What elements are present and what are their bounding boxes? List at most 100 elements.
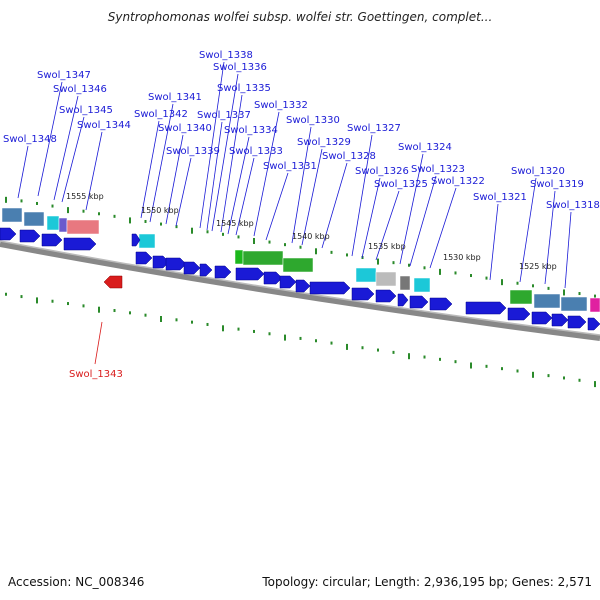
scale-tick (5, 292, 7, 296)
label-leader-line (85, 131, 103, 211)
gene-label[interactable]: Swol_1342 (134, 109, 188, 120)
scale-tick (206, 230, 209, 234)
gene-label[interactable]: Swol_1327 (347, 123, 401, 134)
forward-gene[interactable] (507, 307, 531, 321)
feature-block[interactable] (509, 289, 533, 305)
forward-gene[interactable] (397, 293, 409, 307)
forward-gene[interactable] (429, 297, 453, 311)
gene-label[interactable]: Swol_1319 (530, 179, 584, 190)
gene-label[interactable]: Swol_1329 (297, 137, 351, 148)
feature-block[interactable] (355, 267, 377, 283)
label-leader-line (519, 177, 537, 283)
gene-label[interactable]: Swol_1336 (213, 62, 267, 73)
scale-label: 1545 kbp (216, 219, 254, 228)
gene-label[interactable]: Swol_1341 (148, 92, 202, 103)
forward-gene[interactable] (183, 261, 201, 275)
forward-gene[interactable] (531, 311, 553, 325)
gene-label[interactable]: Swol_1339 (166, 146, 220, 157)
gene-label[interactable]: Swol_1333 (229, 146, 283, 157)
gene-label[interactable]: Swol_1330 (286, 115, 340, 126)
forward-gene[interactable] (63, 237, 97, 251)
forward-gene[interactable] (295, 279, 311, 293)
gene-label[interactable]: Swol_1324 (398, 142, 452, 153)
forward-gene[interactable] (0, 227, 17, 241)
scale-tick (51, 204, 54, 208)
gene-label-reverse[interactable]: Swol_1343 (69, 369, 123, 380)
scale-tick (82, 209, 85, 213)
feature-block[interactable] (23, 211, 45, 227)
feature-block[interactable] (533, 293, 561, 309)
forward-gene[interactable] (199, 263, 213, 277)
label-leader-line (321, 162, 348, 249)
feature-block[interactable] (1, 207, 23, 223)
gene-label[interactable]: Swol_1345 (59, 105, 113, 116)
forward-gene[interactable] (214, 265, 232, 279)
scale-labels: 1555 kbp 1550 kbp 1545 kbp 1540 kbp 1535 kbp… (66, 192, 557, 271)
gene-label[interactable]: Swol_1325 (374, 179, 428, 190)
forward-gene[interactable] (131, 233, 141, 247)
feature-block[interactable] (560, 296, 588, 312)
forward-gene[interactable] (309, 281, 351, 295)
forward-gene[interactable] (165, 257, 187, 271)
gene-label[interactable]: Swol_1340 (158, 123, 212, 134)
forward-gene[interactable] (235, 267, 265, 281)
forward-gene[interactable] (41, 233, 63, 247)
scale-tick (594, 294, 596, 298)
feature-block[interactable] (282, 257, 314, 273)
gene-label[interactable]: Swol_1321 (473, 192, 527, 203)
gene-label[interactable]: Swol_1331 (263, 161, 317, 172)
reverse-gene-swol-1343[interactable] (103, 275, 123, 289)
gene-label[interactable]: Swol_1347 (37, 70, 91, 81)
forward-gene[interactable] (551, 313, 569, 327)
gene-label[interactable]: Swol_1346 (53, 84, 107, 95)
forward-gene[interactable] (375, 289, 397, 303)
gene-label[interactable]: Swol_1337 (197, 110, 251, 121)
feature-block[interactable] (375, 271, 397, 287)
scale-tick (222, 325, 224, 332)
forward-gene[interactable] (263, 271, 283, 285)
gene-label[interactable]: Swol_1334 (224, 125, 278, 136)
gene-label[interactable]: Swol_1348 (3, 134, 57, 145)
genome-summary-text: Topology: circular; Length: 2,936,195 bp… (262, 575, 592, 589)
feature-block[interactable] (242, 250, 284, 266)
forward-gene[interactable] (465, 301, 507, 315)
forward-gene[interactable] (567, 315, 587, 329)
gene-label[interactable]: Swol_1335 (217, 83, 271, 94)
label-leader-line (199, 61, 225, 229)
scale-label: 1550 kbp (141, 206, 179, 215)
scale-tick (5, 196, 7, 203)
forward-gene[interactable] (587, 317, 600, 331)
gene-label[interactable]: Swol_1320 (511, 166, 565, 177)
scale-tick (67, 302, 69, 306)
feature-block[interactable] (138, 233, 156, 249)
scale-tick (470, 274, 472, 278)
reverse-genes (103, 275, 123, 289)
feature-block[interactable] (413, 277, 431, 293)
gene-label[interactable]: Swol_1326 (355, 166, 409, 177)
label-leader-line (17, 145, 29, 199)
gene-label[interactable]: Swol_1322 (431, 176, 485, 187)
feature-block[interactable] (234, 249, 244, 265)
label-leader-line (399, 153, 424, 265)
label-leader-line (211, 73, 239, 232)
gene-label[interactable]: Swol_1323 (411, 164, 465, 175)
feature-block[interactable] (399, 275, 411, 291)
label-leader-line (564, 211, 572, 289)
gene-label[interactable]: Swol_1332 (254, 100, 308, 111)
forward-gene[interactable] (351, 287, 375, 301)
feature-block[interactable] (589, 297, 600, 313)
gene-label[interactable]: Swol_1318 (546, 200, 600, 211)
scale-tick (315, 248, 317, 255)
gene-label[interactable]: Swol_1338 (199, 50, 253, 61)
forward-gene[interactable] (409, 295, 429, 309)
scale-tick (578, 292, 581, 296)
feature-block[interactable] (66, 219, 100, 235)
gene-label[interactable]: Swol_1344 (77, 120, 131, 131)
feature-block[interactable] (46, 215, 60, 231)
forward-gene[interactable] (19, 229, 41, 243)
gene-label[interactable]: Swol_1328 (322, 151, 376, 162)
feature-block[interactable] (58, 217, 68, 233)
forward-gene[interactable] (135, 251, 153, 265)
forward-gene[interactable] (279, 275, 297, 289)
